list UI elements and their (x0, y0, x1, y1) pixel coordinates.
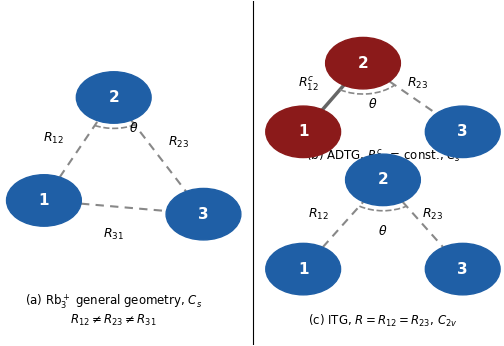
Text: 1: 1 (298, 124, 308, 139)
Text: $\theta$: $\theta$ (378, 224, 388, 238)
Text: 1: 1 (39, 193, 49, 208)
Circle shape (346, 154, 420, 206)
Text: 2: 2 (377, 172, 388, 188)
Circle shape (7, 175, 81, 226)
Circle shape (425, 243, 500, 295)
Text: $R_{12}^c$: $R_{12}^c$ (298, 75, 319, 92)
Text: $\theta$: $\theta$ (368, 97, 377, 111)
Text: $R_{23}$: $R_{23}$ (407, 76, 428, 91)
Circle shape (76, 72, 151, 123)
Text: (c) ITG, $R = R_{12} = R_{23}$, $C_{2v}$: (c) ITG, $R = R_{12} = R_{23}$, $C_{2v}$ (308, 312, 458, 329)
Text: 3: 3 (458, 262, 468, 276)
Text: $R_{23}$: $R_{23}$ (168, 135, 189, 150)
Circle shape (166, 189, 241, 240)
Text: 2: 2 (358, 56, 368, 71)
Text: 3: 3 (198, 207, 209, 222)
Circle shape (266, 243, 341, 295)
Circle shape (326, 37, 400, 89)
Circle shape (266, 106, 341, 157)
Text: 3: 3 (458, 124, 468, 139)
Text: $R_{31}$: $R_{31}$ (103, 227, 124, 242)
Text: $R_{12}$: $R_{12}$ (308, 207, 329, 222)
Text: 2: 2 (108, 90, 119, 105)
Text: $\theta$: $\theta$ (129, 121, 139, 135)
Text: 1: 1 (298, 262, 308, 276)
Text: $R_{12}$: $R_{12}$ (43, 131, 65, 146)
Text: (a) Rb$_3^+$ general geometry, $C_s$
$R_{12} \neq R_{23} \neq R_{31}$: (a) Rb$_3^+$ general geometry, $C_s$ $R_… (25, 292, 202, 328)
Circle shape (425, 106, 500, 157)
Text: (b) ADTG, $R_{12}^c$ = const., $C_s$: (b) ADTG, $R_{12}^c$ = const., $C_s$ (305, 147, 460, 165)
Text: $R_{23}$: $R_{23}$ (422, 207, 444, 222)
